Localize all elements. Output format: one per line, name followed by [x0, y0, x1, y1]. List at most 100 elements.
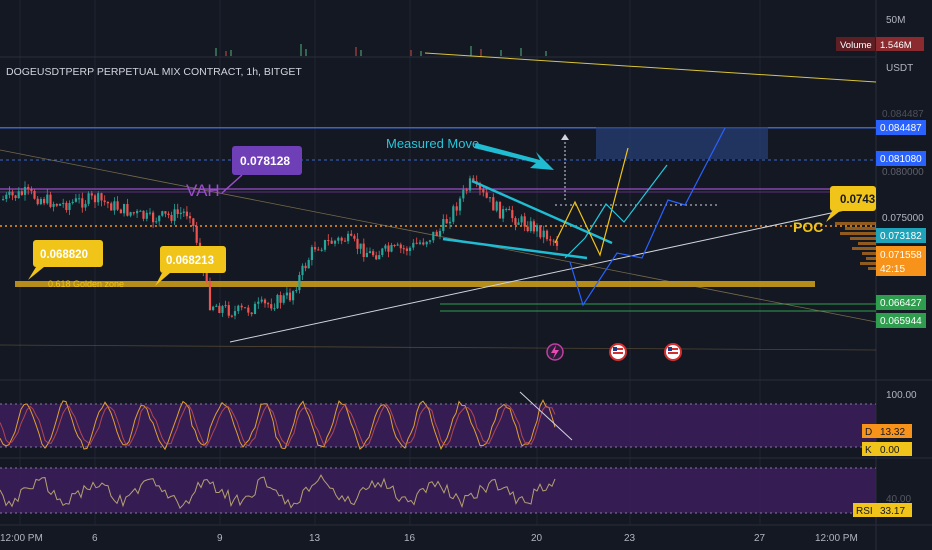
volume-scale-label: 50M: [886, 15, 905, 26]
price-marker-081080: 0.081080: [876, 151, 926, 166]
candle-body-161: [517, 222, 520, 225]
svg-text:0.073182: 0.073182: [880, 231, 922, 242]
candle-body-123: [393, 245, 396, 246]
candle-body-47: [152, 212, 155, 223]
candle-body-112: [359, 243, 362, 249]
candle-body-154: [495, 201, 498, 211]
candle-body-11: [36, 198, 39, 205]
candle-body-51: [164, 211, 167, 214]
svg-text:0.0743: 0.0743: [840, 194, 875, 206]
candle-body-1: [5, 194, 8, 199]
candle-body-36: [116, 201, 119, 210]
candle-body-77: [247, 307, 250, 313]
candle-body-30: [97, 193, 100, 203]
svg-text:0.071558: 0.071558: [880, 250, 922, 261]
svg-text:13.32: 13.32: [880, 427, 905, 438]
vah-label: VAH: [186, 181, 220, 200]
candle-body-146: [468, 178, 472, 191]
candle-body-105: [337, 237, 340, 241]
stoch-d-badge: D 13.32: [862, 424, 912, 438]
candle-body-144: [462, 189, 465, 199]
candle-body-121: [387, 245, 390, 252]
candle-body-110: [353, 235, 356, 239]
candle-body-153: [492, 197, 495, 211]
candle-body-143: [458, 198, 462, 211]
candle-body-38: [123, 204, 126, 214]
candle-body-120: [384, 245, 387, 249]
candle-body-163: [523, 216, 526, 227]
time-label-7: 27: [754, 533, 766, 544]
candle-body-86: [276, 295, 279, 309]
candle-body-115: [368, 251, 372, 253]
candle-body-145: [465, 189, 468, 191]
candle-body-107: [343, 240, 347, 242]
candle-body-34: [110, 203, 113, 211]
candle-body-28: [90, 193, 93, 196]
candle-body-35: [113, 201, 116, 211]
stoch-level-100: 100.00: [886, 390, 917, 401]
candle-body-138: [442, 219, 445, 231]
volume-bars-down: [225, 47, 482, 56]
candle-body-31: [100, 193, 103, 201]
vah-callout-line: [221, 174, 243, 194]
candle-body-152: [488, 197, 492, 199]
projection-yellow: [554, 147, 629, 257]
candle-body-164: [526, 226, 529, 231]
poc-label: POC: [793, 219, 823, 235]
price-tick-075: 0.075000: [882, 213, 924, 224]
candle-body-169: [542, 230, 545, 238]
candle-body-39: [126, 204, 129, 216]
stoch-k-badge: K 0.00: [862, 442, 912, 456]
candle-body-14: [46, 194, 49, 204]
stoch-k-line: [0, 399, 556, 451]
projection-blue: [569, 127, 726, 307]
rsi-band: [0, 468, 876, 513]
candle-body-5: [17, 191, 20, 198]
candle-body-56: [179, 212, 182, 214]
svg-text:0.084487: 0.084487: [880, 123, 922, 134]
rsi-line: [0, 474, 556, 509]
candle-body-131: [418, 242, 422, 244]
svg-text:Volume: Volume: [840, 40, 872, 51]
left-price-callout: 0.068820: [28, 240, 103, 280]
candle-body-128: [408, 247, 412, 251]
projection-cyan: [564, 164, 668, 259]
candle-body-54: [173, 209, 176, 221]
svg-text:0.078128: 0.078128: [240, 154, 290, 168]
candle-body-92: [295, 290, 298, 292]
candle-body-23: [74, 198, 77, 202]
candle-body-117: [375, 255, 378, 260]
time-label-1: 6: [92, 533, 98, 544]
candle-body-10: [33, 190, 36, 199]
candle-body-167: [535, 225, 539, 232]
candle-body-64: [205, 271, 208, 282]
candle-body-60: [192, 218, 195, 226]
candle-body-44: [142, 210, 145, 219]
candle-body-160: [514, 218, 517, 225]
candle-body-73: [233, 311, 237, 316]
candle-body-151: [485, 192, 488, 198]
candle-body-166: [532, 221, 535, 232]
lightning-event-icon[interactable]: [546, 343, 564, 361]
candle-body-24: [78, 198, 81, 200]
us-flag-event-icon[interactable]: [609, 343, 627, 361]
candle-body-171: [549, 239, 552, 241]
candle-body-80: [257, 301, 260, 304]
candle-body-48: [155, 221, 158, 223]
candle-body-68: [218, 305, 221, 313]
candle-body-19: [62, 202, 65, 204]
us-flag-event-icon-2[interactable]: [664, 343, 682, 361]
candle-body-25: [81, 198, 84, 208]
lower-faint-trendline: [0, 344, 877, 351]
candle-body-84: [270, 304, 273, 309]
candle-body-106: [340, 237, 343, 241]
candle-body-136: [435, 231, 438, 237]
price-tick-faint-top: 0.084487: [882, 109, 924, 120]
candle-body-158: [508, 209, 511, 211]
svg-text:K: K: [865, 445, 872, 456]
candle-body-43: [139, 210, 142, 212]
candle-body-49: [158, 215, 161, 222]
candle-body-65: [208, 281, 212, 310]
svg-text:0.068820: 0.068820: [40, 249, 88, 261]
